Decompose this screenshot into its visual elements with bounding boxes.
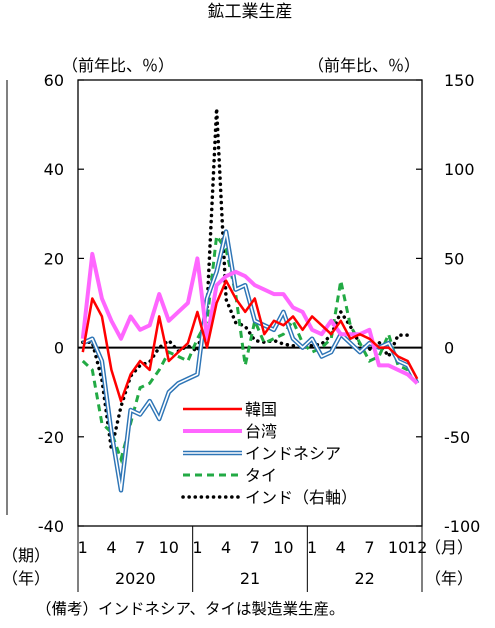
month-tick-label: 1	[192, 538, 202, 557]
right-axis-unit: （前年比、％）	[308, 56, 420, 75]
left-tick-label: -20	[38, 428, 64, 447]
legend-label: 韓国	[245, 400, 277, 419]
month-tick-label: 10	[388, 538, 408, 557]
left-axis-unit: （前年比、％）	[62, 56, 174, 75]
right-tick-label: -100	[444, 517, 480, 536]
month-tick-label: 1	[307, 538, 317, 557]
series-line-2-inner	[82, 230, 418, 492]
year-label: 2020	[115, 569, 156, 588]
right-tick-label: 150	[444, 71, 475, 90]
year-label: 22	[354, 569, 374, 588]
month-tick-label: 4	[221, 538, 231, 557]
left-y-axis: 60 40 20 0 -20 -40	[38, 71, 84, 536]
footnote: （備考）インドネシア、タイは製造業生産。	[36, 600, 344, 618]
chart-title: 鉱工業生産	[208, 2, 293, 22]
month-tick-label: 7	[250, 538, 260, 557]
left-tick-label: 40	[44, 160, 64, 179]
month-tick-label: 7	[364, 538, 374, 557]
legend-label: インド（右軸）	[245, 488, 357, 507]
right-tick-label: -50	[444, 428, 470, 447]
left-tick-label: -40	[38, 517, 64, 536]
x-year-label: （年）	[2, 569, 50, 588]
month-tick-label: 10	[273, 538, 293, 557]
series-layer	[80, 108, 420, 493]
left-tick-label: 60	[44, 71, 64, 90]
x-period-label: （期）	[2, 546, 50, 565]
plot-frame	[77, 79, 423, 527]
series-line-1	[80, 251, 419, 385]
x-month-label: （月）	[425, 538, 473, 557]
month-tick-label: 4	[106, 538, 116, 557]
month-tick-label: 7	[135, 538, 145, 557]
legend-label: タイ	[245, 466, 277, 485]
month-tick-label: 4	[336, 538, 346, 557]
right-y-axis: 150 100 50 0 -50 -100	[416, 71, 480, 536]
month-tick-label: 1	[78, 538, 88, 557]
x-year-label-right: （年）	[425, 569, 473, 588]
left-tick-label: 0	[54, 339, 64, 358]
month-tick-label: 10	[159, 538, 179, 557]
right-tick-label: 0	[444, 339, 454, 358]
right-tick-label: 100	[444, 160, 475, 179]
year-label: 21	[240, 569, 260, 588]
left-tick-label: 20	[44, 249, 64, 268]
legend-label: インドネシア	[245, 444, 341, 463]
legend-label: 台湾	[245, 422, 277, 441]
right-tick-label: 50	[444, 249, 464, 268]
series-line-0	[81, 279, 419, 403]
